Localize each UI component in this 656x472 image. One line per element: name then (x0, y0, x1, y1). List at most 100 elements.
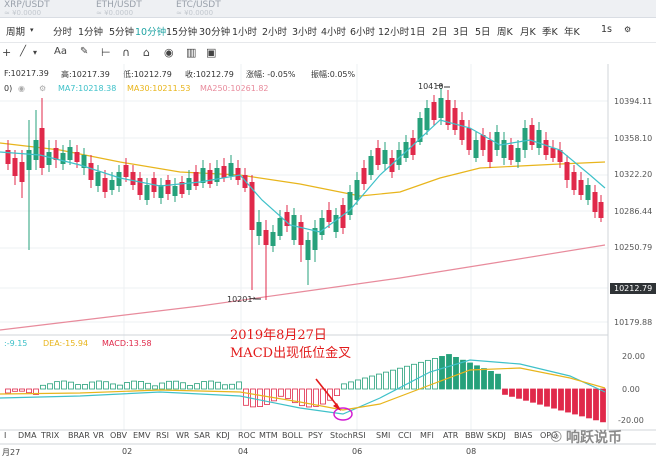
line-tool-icon[interactable]: ╱ (20, 46, 27, 57)
ticker-tab-sub: ≈ ¥0.0000 (176, 9, 214, 17)
tf-item[interactable]: 1小时 (232, 27, 258, 38)
trash-icon[interactable]: ▥ (186, 46, 197, 59)
candle-body (270, 232, 276, 246)
ohlc-high: 高:10217.39 (61, 70, 110, 79)
candle-body (123, 165, 129, 177)
indicator-tab[interactable]: SMI (376, 431, 391, 440)
tf-item[interactable]: 3日 (453, 27, 469, 38)
macd-bar (411, 363, 417, 390)
tf-item[interactable]: 30分钟 (199, 27, 231, 38)
candle-body (165, 180, 171, 194)
candle-body (382, 150, 388, 164)
macd-bar (271, 388, 277, 402)
indicator-tab[interactable]: VR (93, 431, 105, 440)
macd-bar (565, 388, 571, 413)
tf-item[interactable]: 3小时 (292, 27, 318, 38)
ticker-tab-label: ETC/USDT (176, 0, 221, 10)
indicator-tab[interactable]: BIAS (514, 431, 533, 440)
indicator-tab[interactable]: SAR (194, 431, 211, 440)
tf-item[interactable]: 5日 (475, 27, 491, 38)
candle-body (19, 162, 25, 182)
candle-body (375, 148, 381, 165)
magnet-icon[interactable]: ∩ (122, 46, 131, 59)
indicator-tab[interactable]: StochRSI (330, 431, 366, 440)
gear-icon[interactable]: ⚙ (39, 84, 47, 93)
tf-period[interactable]: 周期 (6, 27, 26, 38)
indicator-tab[interactable]: OBV (110, 431, 128, 440)
macd-bar (446, 354, 452, 390)
date-tick: 04 (238, 447, 249, 456)
indicator-tab[interactable]: WR (176, 431, 190, 440)
macd-bar (33, 388, 39, 395)
indicator-tab[interactable]: OPO (540, 431, 558, 440)
tf-item[interactable]: 6小时 (350, 27, 376, 38)
macd-bar (194, 383, 200, 390)
indicator-tab[interactable]: ATR (443, 431, 459, 440)
indicator-tab[interactable]: DMA (18, 431, 37, 440)
candle-body (158, 185, 164, 198)
price-tick: 10322.20 (614, 170, 653, 179)
tf-item-active[interactable]: 10分钟 (135, 27, 167, 38)
indicator-tab[interactable]: MFI (420, 431, 434, 440)
eye-icon[interactable]: ◉ (18, 84, 25, 93)
ticker-tab-xrp[interactable]: XRP/USDT ≈ ¥0.0000 (2, 0, 50, 17)
macd-bar (460, 359, 466, 390)
indicator-tab[interactable]: CCI (398, 431, 412, 440)
tf-item[interactable]: 1s (601, 24, 612, 35)
tf-item[interactable]: 季K (542, 27, 558, 38)
candle-body (109, 180, 115, 190)
chevron-down-icon[interactable]: ▾ (30, 26, 34, 34)
candle-body (102, 178, 108, 192)
indicator-tab[interactable]: I (4, 431, 7, 440)
tf-item[interactable]: 月K (520, 27, 536, 38)
indicator-tab[interactable]: ROC (238, 431, 256, 440)
tf-item[interactable]: 1日 (410, 27, 426, 38)
candle-body (144, 185, 150, 200)
indicator-tab[interactable]: EMV (133, 431, 151, 440)
indicator-tab[interactable]: MTM (259, 431, 278, 440)
tf-item[interactable]: 周K (497, 27, 513, 38)
tf-item[interactable]: 4小时 (321, 27, 347, 38)
indicator-tab[interactable]: SKDJ (487, 431, 506, 440)
ruler-icon[interactable]: ⊢ (101, 46, 111, 59)
tf-item[interactable]: 分时 (53, 27, 73, 38)
brush-icon[interactable]: ✎ (80, 46, 89, 57)
candle-body (74, 152, 80, 162)
macd-tick: 20.00 (622, 352, 645, 361)
ticker-tab-sub: ≈ ¥0.0000 (4, 9, 42, 17)
tf-item[interactable]: 年K (564, 27, 580, 38)
chevron-down-icon[interactable]: ▾ (33, 48, 38, 57)
macd-bar (341, 383, 347, 390)
indicator-tab[interactable]: RSI (156, 431, 169, 440)
eye-icon[interactable]: ◉ (164, 46, 174, 59)
gear-icon[interactable]: ⚙ (624, 25, 632, 34)
tf-item[interactable]: 5分钟 (109, 27, 135, 38)
tf-item[interactable]: 2日 (432, 27, 448, 38)
lock-icon[interactable]: ⌂ (143, 46, 150, 59)
macd-bar (117, 384, 123, 390)
candle-body (424, 108, 430, 130)
indicator-tab[interactable]: PSY (308, 431, 323, 440)
tf-item[interactable]: 12小时 (378, 27, 410, 38)
macd-bar (579, 388, 585, 417)
ticker-tab-label: ETH/USDT (96, 0, 142, 10)
ticker-tab-etc[interactable]: ETC/USDT ≈ ¥0.0000 (174, 0, 221, 17)
ticker-tab-eth[interactable]: ETH/USDT ≈ ¥0.0000 (94, 0, 142, 17)
dea-line (0, 367, 606, 411)
ticker-tab-label: XRP/USDT (4, 0, 50, 10)
tf-item[interactable]: 2小时 (262, 27, 288, 38)
macd-bar (96, 380, 102, 390)
font-tool[interactable]: Aa (54, 46, 67, 57)
candle-body (298, 222, 304, 245)
indicator-tab[interactable]: TRIX (41, 431, 60, 440)
indicator-tab[interactable]: BRAR (68, 431, 90, 440)
indicator-tab[interactable]: BOLL (282, 431, 303, 440)
indicator-add-icon[interactable]: + (2, 46, 12, 59)
tf-item[interactable]: 1分钟 (78, 27, 104, 38)
indicator-tab[interactable]: KDJ (216, 431, 230, 440)
camera-icon[interactable]: ▣ (206, 46, 217, 59)
tf-item[interactable]: 15分钟 (166, 27, 198, 38)
macd-bar (145, 382, 151, 390)
indicator-tab[interactable]: BBW (465, 431, 484, 440)
